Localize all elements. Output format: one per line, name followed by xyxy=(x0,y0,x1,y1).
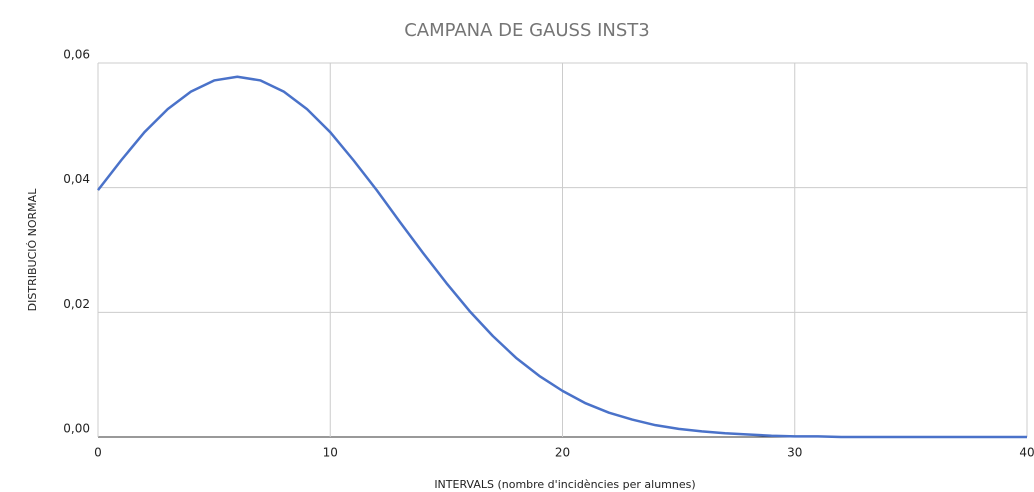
x-tick-label: 20 xyxy=(555,446,570,460)
y-tick-label: 0,06 xyxy=(63,48,90,62)
x-tick-label: 40 xyxy=(1019,446,1034,460)
y-tick-label: 0,02 xyxy=(63,297,90,311)
y-tick-label: 0,00 xyxy=(63,422,90,436)
x-axis-title: INTERVALS (nombre d'incidències per alum… xyxy=(434,478,695,491)
line-series xyxy=(97,75,1027,439)
y-axis-title: DISTRIBUCIÓ NORMAL xyxy=(26,188,39,312)
x-tick-label: 10 xyxy=(323,446,338,460)
chart-title: CAMPANA DE GAUSS INST3 xyxy=(404,20,650,41)
x-tick-label: 0 xyxy=(94,446,102,460)
x-tick-label: 30 xyxy=(787,446,802,460)
y-tick-label: 0,04 xyxy=(63,172,90,186)
